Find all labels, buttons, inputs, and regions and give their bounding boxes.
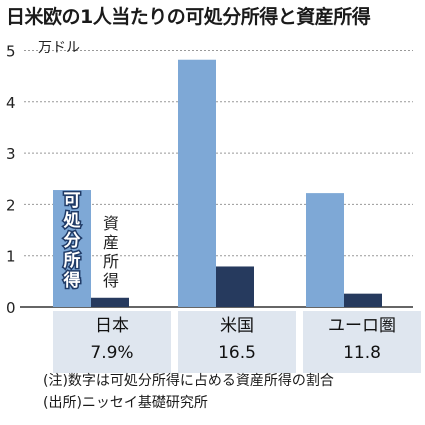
series-label-disposable: 可処分所得 xyxy=(61,190,82,293)
y-tick-label-3: 3 xyxy=(6,145,16,163)
series-label-asset-char-2: 所 xyxy=(103,252,119,271)
bar-disposable-2 xyxy=(306,193,344,307)
y-unit-label: 万ドル xyxy=(38,40,80,56)
chart-title: 日米欧の1人当たりの可処分所得と資産所得 xyxy=(6,6,371,28)
series-label-disposable-char-2: 分 xyxy=(64,231,81,251)
series-label-asset-char-1: 産 xyxy=(103,233,119,252)
series-label-disposable-char-1: 処 xyxy=(63,211,81,231)
bar-disposable-0 xyxy=(53,190,91,307)
chart-notes: (注)数字は可処分所得に占める資産所得の割合 (出所)ニッセイ基礎研究所 xyxy=(43,370,334,414)
bar-asset-1 xyxy=(216,266,254,307)
y-tick-label-4: 4 xyxy=(6,94,16,112)
note-source: (出所)ニッセイ基礎研究所 xyxy=(43,395,208,411)
bar-asset-0 xyxy=(91,297,129,307)
y-tick-label-2: 2 xyxy=(6,196,16,214)
category-label-1: 米国 xyxy=(220,316,254,336)
category-band-2 xyxy=(303,311,421,373)
y-tick-label-1: 1 xyxy=(6,248,16,266)
category-value-1: 16.5 xyxy=(218,343,256,363)
bar-disposable-1 xyxy=(178,59,216,307)
bar-asset-2 xyxy=(344,293,382,307)
note-percentage: (注)数字は可処分所得に占める資産所得の割合 xyxy=(43,373,334,389)
category-band-0 xyxy=(53,311,171,373)
series-label-disposable-char-4: 得 xyxy=(63,270,81,291)
series-label-disposable-char-3: 所 xyxy=(64,251,81,271)
series-label-asset: 資産所得 xyxy=(103,214,119,290)
category-value-0: 7.9% xyxy=(90,343,133,363)
y-tick-label-0: 0 xyxy=(6,299,16,317)
series-label-disposable-char-0: 可 xyxy=(64,191,81,211)
category-band-1 xyxy=(178,311,296,373)
series-label-asset-char-3: 得 xyxy=(103,271,119,290)
y-tick-label-5: 5 xyxy=(6,43,16,61)
category-label-0: 日本 xyxy=(95,316,129,336)
category-value-2: 11.8 xyxy=(343,343,381,363)
category-label-2: ユーロ圏 xyxy=(328,316,396,336)
series-label-asset-char-0: 資 xyxy=(103,214,119,233)
